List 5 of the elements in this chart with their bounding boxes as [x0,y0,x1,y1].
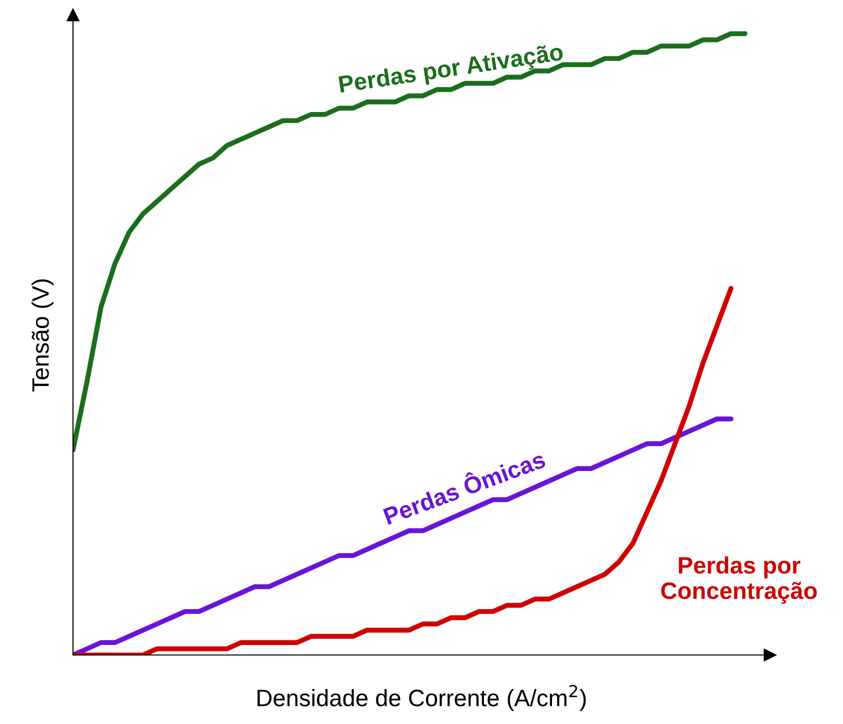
text: Perdas Ômicas [381,446,546,525]
text: Perdas por Ativação [338,42,564,98]
x-axis-title: Densidade de Corrente (A/cm$^{2}$) [258,684,586,712]
series-label: Perdas por Concentração [661,556,817,604]
y-axis-title: Tensão (V) [32,279,54,392]
